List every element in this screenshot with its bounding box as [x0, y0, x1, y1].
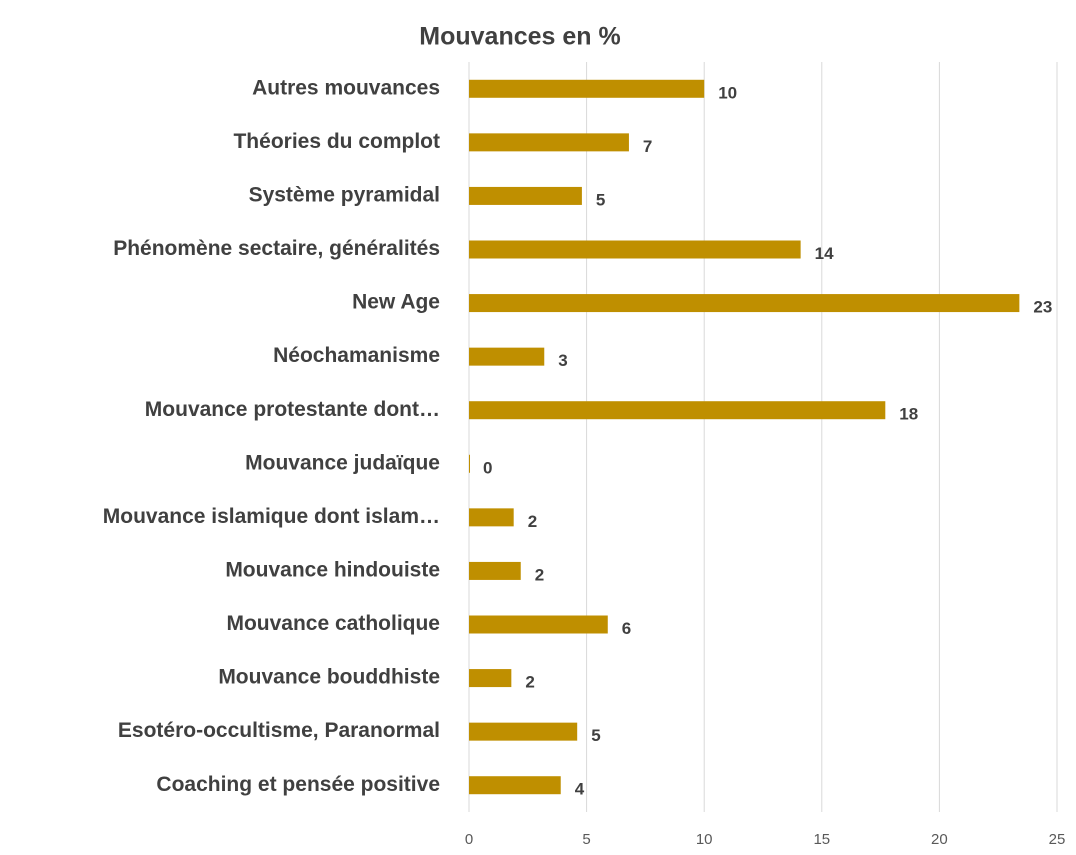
y-tick-label: Autres mouvances [252, 76, 440, 99]
bar [469, 669, 512, 688]
value-label: 5 [596, 190, 605, 209]
y-tick-label: New Age [352, 291, 440, 314]
y-tick-label: Mouvance protestante dont… [145, 398, 440, 421]
y-tick-label: Esotéro-occultisme, Paranormal [118, 719, 440, 742]
chart-title: Mouvances en % [419, 23, 620, 51]
x-tick-label: 15 [813, 831, 830, 848]
value-label: 0 [483, 458, 492, 477]
bar [469, 615, 608, 634]
y-tick-label: Mouvance islamique dont islam… [103, 505, 440, 528]
bar [469, 722, 578, 741]
value-label: 3 [558, 351, 567, 370]
bar [469, 240, 801, 259]
y-tick-label: Coaching et pensée positive [156, 773, 440, 796]
value-label: 2 [535, 565, 544, 584]
value-label: 18 [899, 405, 918, 424]
y-tick-label: Mouvance hindouiste [225, 558, 440, 581]
x-tick-label: 0 [465, 831, 473, 848]
value-label: 10 [718, 83, 737, 102]
bar [469, 401, 886, 420]
y-tick-label: Néochamanisme [273, 344, 440, 367]
value-label: 7 [643, 137, 652, 156]
y-tick-label: Mouvance catholique [226, 612, 440, 635]
bar [469, 79, 705, 98]
value-label: 5 [591, 726, 600, 745]
value-label: 2 [528, 512, 537, 531]
value-label: 2 [525, 673, 534, 692]
y-tick-label: Système pyramidal [249, 183, 440, 206]
y-tick-label: Mouvance judaïque [245, 451, 440, 474]
value-label: 4 [575, 780, 585, 799]
bar [469, 186, 582, 205]
x-tick-label: 5 [582, 831, 590, 848]
bar [469, 294, 1020, 313]
y-tick-label: Mouvance bouddhiste [218, 666, 440, 689]
value-label: 23 [1033, 298, 1052, 317]
x-tick-label: 10 [696, 831, 713, 848]
bar [469, 133, 629, 152]
bar [469, 454, 470, 473]
y-tick-label: Théories du complot [233, 130, 440, 153]
x-tick-label: 20 [931, 831, 948, 848]
x-tick-label: 25 [1049, 831, 1066, 848]
bar [469, 776, 561, 795]
y-tick-label: Phénomène sectaire, généralités [113, 237, 440, 260]
value-label: 14 [815, 244, 834, 263]
bar [469, 508, 514, 527]
bar [469, 347, 545, 366]
bar [469, 561, 521, 580]
value-label: 6 [622, 619, 631, 638]
